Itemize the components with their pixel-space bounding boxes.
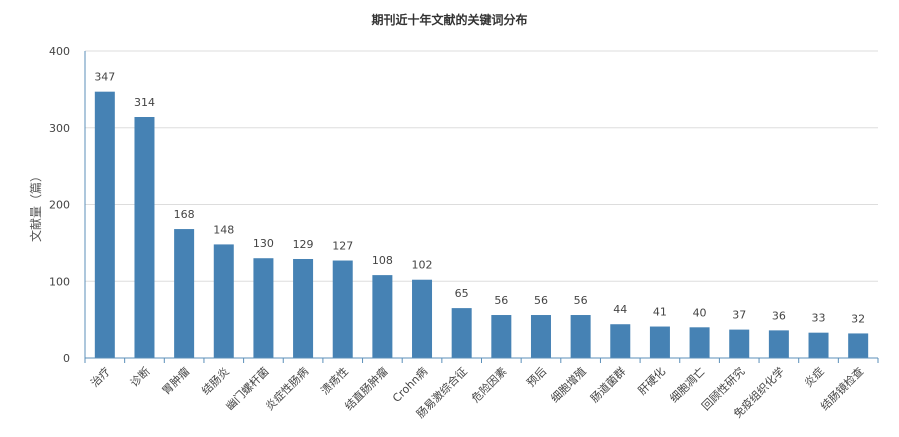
- bar: [174, 229, 195, 358]
- x-tick-label: Crohn病: [389, 364, 430, 405]
- bar: [372, 275, 393, 358]
- data-label: 314: [134, 96, 155, 109]
- data-label: 36: [772, 309, 786, 322]
- data-label: 130: [253, 237, 274, 250]
- bar: [689, 327, 710, 358]
- x-tick-label: 治疗: [87, 364, 112, 389]
- bar: [253, 258, 274, 358]
- data-label: 32: [851, 312, 865, 325]
- bar: [94, 91, 115, 359]
- bar: [808, 332, 829, 358]
- y-axis-label: 文献量（篇）: [28, 170, 43, 242]
- gridlines: [85, 50, 878, 282]
- data-label: 65: [455, 287, 469, 300]
- data-label: 56: [574, 294, 588, 307]
- x-tick-label: 肝硬化: [635, 364, 668, 397]
- y-tick-label: 400: [49, 45, 70, 58]
- data-label: 168: [174, 208, 195, 221]
- bar: [530, 315, 551, 358]
- data-label: 56: [534, 294, 548, 307]
- bar: [729, 329, 750, 358]
- bar: [649, 326, 670, 358]
- x-tick-label: 结肠炎: [199, 365, 232, 398]
- x-tick-label: 胃肿瘤: [159, 364, 192, 397]
- x-tick-label: 细胞凋亡: [667, 364, 708, 405]
- y-axis-ticks: 0 100 200 300 400: [49, 45, 70, 365]
- bar: [491, 315, 512, 358]
- bar: [134, 117, 155, 358]
- bar: [610, 324, 631, 358]
- x-tick-label: 细胞增殖: [548, 364, 589, 405]
- x-tick-label: 诊断: [127, 364, 152, 389]
- bar: [451, 308, 472, 358]
- bar: [570, 315, 591, 358]
- bar: [848, 333, 869, 358]
- x-tick-label: 结直肠肿瘤: [342, 364, 391, 413]
- data-label: 129: [293, 238, 314, 251]
- bar: [213, 244, 234, 358]
- y-tick-label: 200: [49, 199, 70, 212]
- x-tick-label: 溃疡性: [318, 364, 351, 397]
- x-tick-label: 炎症性肠病: [262, 364, 311, 413]
- data-label: 41: [653, 306, 667, 319]
- x-tick-label: 炎症: [801, 364, 826, 389]
- x-tick-label: 结肠镜检查: [818, 364, 867, 413]
- data-labels: 347 314 168 148 130 129 127 108 102 65 56 56 56 44 41 4…: [94, 71, 865, 326]
- y-tick-label: 0: [63, 352, 70, 365]
- x-tick-label: 预后: [524, 365, 549, 390]
- data-label: 102: [412, 259, 433, 272]
- data-label: 37: [732, 309, 746, 322]
- data-label: 127: [332, 240, 353, 253]
- y-tick-label: 100: [49, 275, 70, 288]
- data-label: 347: [94, 71, 115, 84]
- x-tick-label: 危险因素: [468, 364, 509, 405]
- bar: [768, 330, 789, 358]
- data-label: 148: [213, 223, 234, 236]
- x-tick-label: 肠道菌群: [587, 364, 628, 405]
- data-label: 40: [693, 306, 707, 319]
- data-label: 44: [613, 303, 627, 316]
- y-tick-label: 300: [49, 122, 70, 135]
- axes: [84, 51, 879, 363]
- bars: [94, 91, 869, 359]
- data-label: 56: [494, 294, 508, 307]
- chart-title: 期刊近十年文献的关键词分布: [371, 12, 527, 27]
- bar: [412, 279, 433, 358]
- data-label: 33: [812, 312, 826, 325]
- bar: [332, 260, 353, 358]
- bar: [293, 258, 314, 358]
- data-label: 108: [372, 254, 393, 267]
